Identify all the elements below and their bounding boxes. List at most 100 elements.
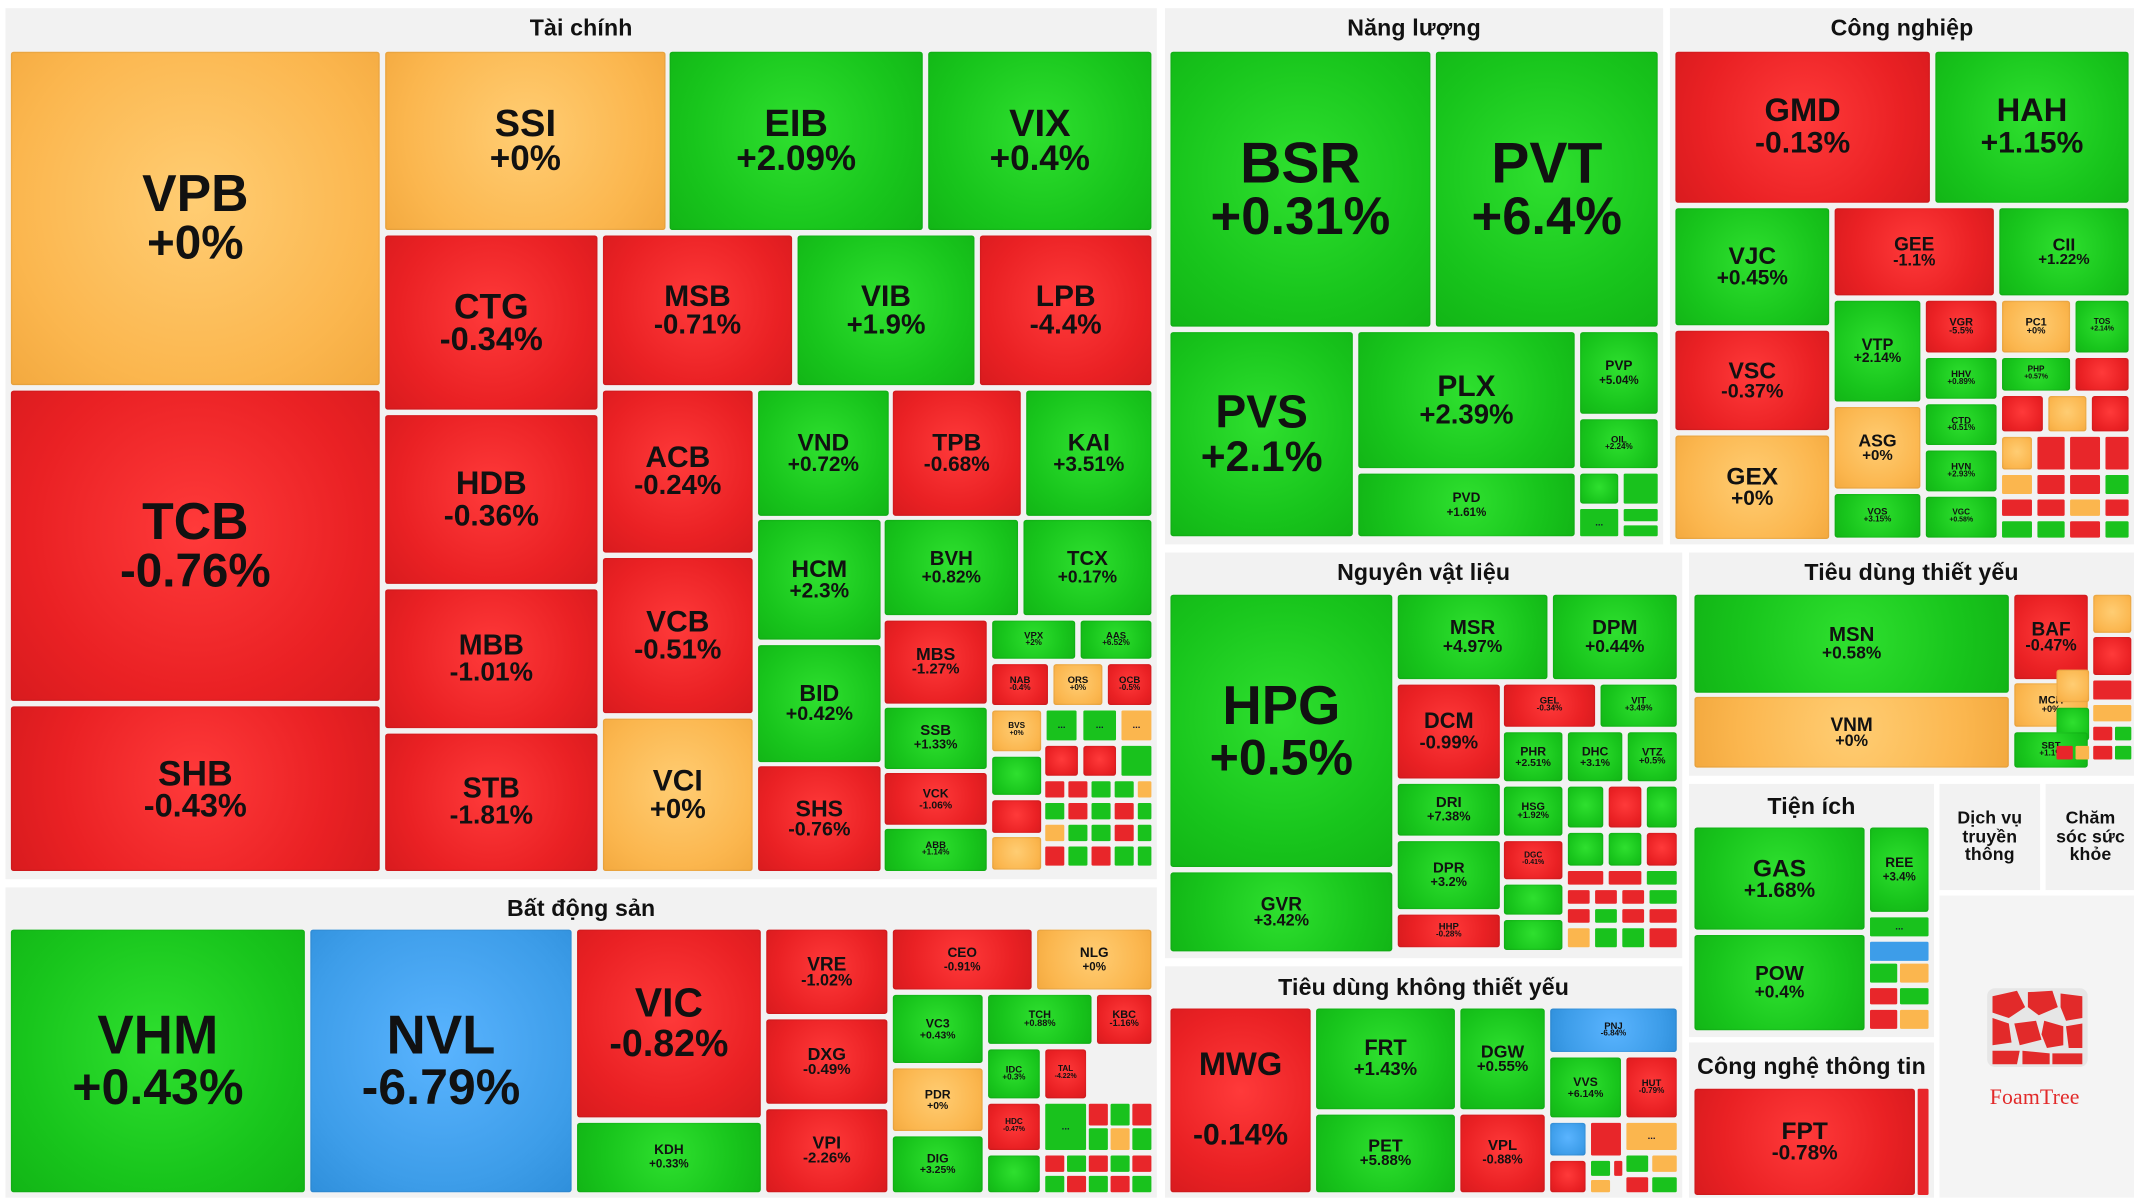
stock-tile-gmd[interactable]: GMD -0.13% — [1675, 51, 1930, 203]
stock-tile-tos[interactable]: TOS +2.14% — [2075, 300, 2129, 353]
stock-tile-frt[interactable]: FRT +1.43% — [1316, 1008, 1455, 1110]
mini-stock-tile[interactable] — [1068, 846, 1088, 866]
stock-tile-pet[interactable]: PET +5.88% — [1316, 1114, 1455, 1193]
stock-tile-baf[interactable]: BAF -0.47% — [2014, 594, 2088, 680]
mini-stock-tile[interactable] — [1110, 1175, 1130, 1193]
mini-stock-tile[interactable] — [2093, 704, 2132, 722]
mini-stock-tile[interactable] — [1591, 1160, 1611, 1176]
mini-stock-tile[interactable] — [2114, 745, 2132, 760]
stock-tile-dxg[interactable]: DXG -0.49% — [766, 1019, 888, 1104]
stock-tile-vc3[interactable]: VC3 +0.43% — [892, 994, 983, 1063]
stock-tile-gel[interactable]: GEL -0.34% — [1503, 684, 1596, 727]
stock-tile-msn[interactable]: MSN +0.58% — [1694, 594, 2009, 693]
stock-tile-tdp[interactable] — [1503, 884, 1563, 915]
stock-tile-msb[interactable]: MSB -0.71% — [602, 235, 793, 386]
mini-stock-tile[interactable] — [2093, 745, 2113, 760]
mini-stock-tile[interactable] — [1591, 1179, 1611, 1193]
stock-tile-cii[interactable]: CII +1.22% — [1999, 208, 2129, 296]
mini-stock-tile[interactable] — [1088, 1155, 1108, 1172]
mini-stock-tile[interactable] — [1067, 1175, 1087, 1193]
stock-tile-hut[interactable]: HUT -0.79% — [1626, 1057, 1677, 1118]
stock-tile-vit[interactable]: VIT +3.49% — [1600, 684, 1677, 727]
mini-stock-tile[interactable] — [1132, 1175, 1152, 1193]
stock-tile-nkg[interactable] — [1503, 920, 1563, 950]
mini-stock-tile[interactable] — [1045, 781, 1065, 798]
stock-tile-bvs[interactable]: BVS +0% — [992, 710, 1042, 752]
stock-tile-vib[interactable]: VIB +1.9% — [797, 235, 975, 386]
stock-tile-fcn[interactable] — [2091, 396, 2129, 432]
mini-stock-tile[interactable] — [1649, 909, 1677, 923]
mini-stock-tile[interactable] — [2114, 726, 2132, 741]
stock-tile-msr[interactable]: MSR +4.97% — [1397, 594, 1548, 680]
stock-tile-ssb[interactable]: SSB +1.33% — [884, 707, 987, 769]
stock-tile-tpb[interactable]: TPB -0.68% — [892, 390, 1021, 516]
stock-tile-mwg[interactable]: MWG -0.14% — [1170, 1008, 1311, 1193]
stock-tile-vea[interactable] — [2048, 396, 2087, 432]
stock-tile-vgc[interactable]: VGC +0.58% — [1925, 496, 1997, 538]
mini-stock-tile[interactable] — [1623, 473, 1658, 504]
stock-tile-nab[interactable]: NAB -0.4% — [992, 664, 1048, 705]
mini-stock-tile[interactable] — [1045, 846, 1065, 866]
stock-tile-pvs[interactable]: PVS +2.1% — [1170, 332, 1353, 537]
mini-stock-tile[interactable] — [2070, 436, 2101, 470]
mini-stock-tile[interactable] — [1088, 1175, 1108, 1193]
stock-tile-ntp[interactable] — [1608, 786, 1642, 828]
stock-tile-phr[interactable]: PHR +2.51% — [1503, 732, 1563, 782]
stock-tile-lpb[interactable]: LPB -4.4% — [979, 235, 1152, 386]
stock-tile-pvc[interactable] — [1580, 473, 1619, 504]
mini-stock-tile[interactable] — [2105, 499, 2129, 516]
stock-tile-vre[interactable]: VRE -1.02% — [766, 929, 888, 1014]
mini-stock-tile[interactable] — [2093, 726, 2113, 741]
mini-stock-tile[interactable] — [1899, 1009, 1929, 1029]
stock-tile-bsr[interactable]: BSR +0.31% — [1170, 51, 1431, 327]
stock-tile-ocb[interactable]: OCB -0.5% — [1107, 664, 1152, 705]
stock-tile-nlg[interactable]: NLG +0% — [1037, 929, 1152, 990]
mini-stock-tile[interactable] — [2037, 436, 2065, 470]
stock-tile-gex[interactable]: GEX +0% — [1675, 435, 1830, 539]
stock-tile-gee[interactable]: GEE -1.1% — [1834, 208, 1994, 296]
stock-tile-dhc[interactable]: DHC +3.1% — [1567, 732, 1623, 782]
mini-stock-tile[interactable] — [1626, 1177, 1649, 1193]
stock-tile-lps[interactable] — [1045, 745, 1078, 776]
mini-stock-tile[interactable] — [1870, 941, 1929, 961]
mini-stock-tile[interactable] — [1649, 890, 1677, 904]
mini-stock-tile[interactable] — [1110, 1103, 1130, 1126]
mini-stock-tile[interactable] — [2070, 521, 2101, 538]
stock-tile-vtp[interactable]: VTP +2.14% — [1834, 300, 1921, 402]
stock-tile-kai[interactable]: KAI +3.51% — [1026, 390, 1152, 516]
stock-tile-hhp[interactable]: HHP -0.28% — [1397, 914, 1500, 948]
stock-tile-hdc[interactable]: HDC -0.47% — [988, 1103, 1040, 1151]
mini-stock-tile[interactable] — [2105, 474, 2129, 495]
mini-stock-tile[interactable] — [1567, 871, 1604, 885]
stock-tile-hsg[interactable]: HSG +1.92% — [1503, 786, 1563, 836]
mini-stock-tile[interactable] — [1652, 1155, 1677, 1172]
mini-stock-tile[interactable] — [1091, 781, 1111, 798]
mini-stock-tile[interactable] — [1114, 781, 1134, 798]
mini-stock-tile[interactable] — [1623, 525, 1658, 537]
mini-stock-tile[interactable] — [1567, 890, 1590, 904]
more-stocks-tile[interactable]: ... — [1083, 710, 1117, 741]
stock-tile-mbb[interactable]: MBB -1.01% — [385, 589, 598, 729]
stock-tile-vxt[interactable] — [1550, 1122, 1586, 1156]
stock-tile-oil[interactable]: OIL +2.24% — [1580, 419, 1658, 469]
stock-tile-vtz[interactable]: VTZ +0.5% — [1627, 732, 1677, 782]
stock-tile-kbc[interactable]: KBC -1.16% — [1096, 994, 1152, 1044]
stock-tile-stb[interactable]: STB -1.81% — [385, 733, 598, 872]
stock-tile-gas[interactable]: GAS +1.68% — [1694, 827, 1865, 930]
mini-stock-tile[interactable] — [2075, 745, 2090, 760]
stock-tile-php[interactable]: PHP +0.57% — [2002, 357, 2071, 391]
mini-stock-tile[interactable] — [1622, 928, 1645, 948]
stock-tile-ctg[interactable]: CTG -0.34% — [385, 235, 598, 410]
stock-tile-ssi[interactable]: SSI +0% — [385, 51, 666, 231]
stock-tile-bcm[interactable] — [988, 1155, 1040, 1193]
stock-tile-dgw[interactable]: DGW +0.55% — [1460, 1008, 1545, 1110]
stock-tile-vpl[interactable]: VPL -0.88% — [1460, 1114, 1545, 1193]
stock-tile-bcg[interactable] — [1646, 786, 1677, 828]
mini-stock-tile[interactable] — [2037, 499, 2065, 516]
mini-stock-tile[interactable] — [1137, 781, 1152, 798]
mini-stock-tile[interactable] — [1121, 745, 1152, 776]
stock-tile-acv[interactable] — [2002, 436, 2032, 470]
mini-stock-tile[interactable] — [1091, 846, 1111, 866]
mini-stock-tile[interactable] — [1626, 1155, 1649, 1172]
stock-tile-trc[interactable] — [1567, 786, 1604, 828]
